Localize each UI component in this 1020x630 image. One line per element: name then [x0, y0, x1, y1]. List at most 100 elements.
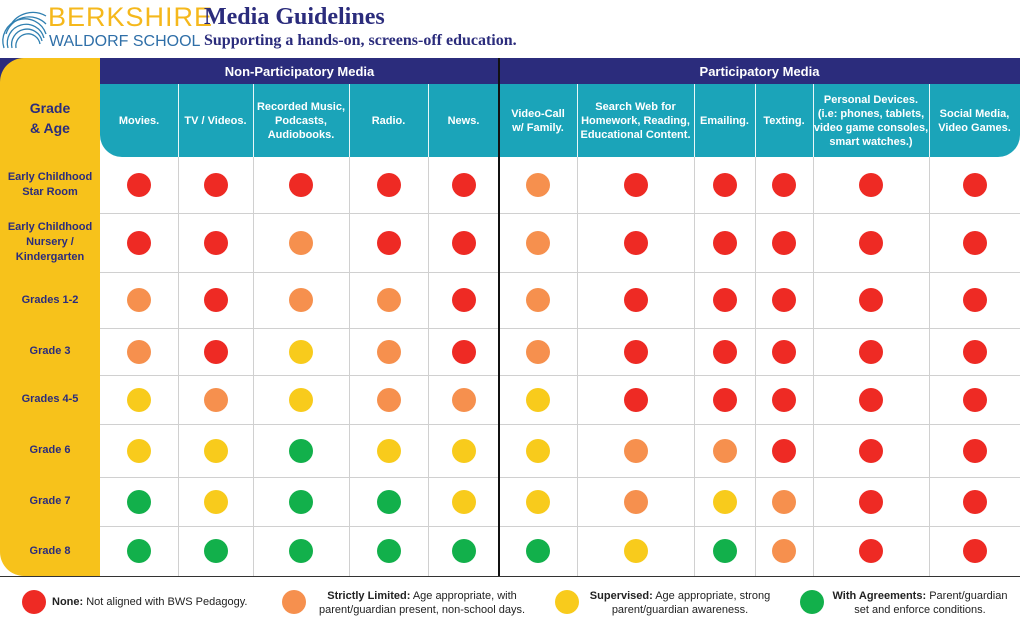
- rating-dot: [962, 173, 987, 197]
- row-label: Grades 1-2: [21, 293, 79, 306]
- rating-dot: [376, 339, 401, 364]
- rating-dot: [962, 230, 987, 255]
- rating-dot: [712, 387, 737, 412]
- rating-dot: [712, 288, 737, 312]
- rating-dot: [203, 288, 228, 312]
- row-line: [100, 526, 1020, 527]
- row-line: [100, 328, 1020, 329]
- rating-dot: [289, 339, 313, 364]
- legend-description: Age appropriate, with parent/guardian pr…: [318, 590, 526, 616]
- rating-dot: [962, 339, 987, 364]
- logo-school: WALDORF SCHOOL: [49, 33, 201, 50]
- header-divider: [755, 84, 756, 157]
- rating-dot: [712, 539, 737, 563]
- header-divider: [813, 84, 814, 157]
- rating-dot: [203, 438, 228, 463]
- header-divider: [577, 84, 578, 157]
- rating-dot: [526, 288, 550, 312]
- col-line: [577, 157, 578, 576]
- rating-dot: [451, 387, 476, 412]
- rating-dot: [772, 230, 796, 255]
- rating-dot: [712, 230, 737, 255]
- rating-dot: [203, 173, 228, 197]
- column-header: Recorded Music, Podcasts, Audiobooks.: [256, 100, 346, 141]
- header-divider: [694, 84, 695, 157]
- grade-column: [0, 58, 100, 576]
- rating-dot: [623, 489, 648, 514]
- rating-dot: [289, 438, 313, 463]
- legend-term: With Agreements:: [832, 590, 927, 602]
- rating-dot: [526, 387, 550, 412]
- rating-dot: [623, 539, 648, 563]
- group-label: Non-Participatory Media: [224, 63, 375, 79]
- row-label: Grade 8: [29, 544, 71, 557]
- col-line: [253, 157, 254, 576]
- rating-dot: [859, 230, 883, 255]
- rating-dot: [203, 539, 228, 563]
- header-divider: [349, 84, 350, 157]
- rating-dot: [451, 173, 476, 197]
- rating-dot: [289, 539, 313, 563]
- rating-dot: [289, 230, 313, 255]
- legend-dot: [282, 590, 306, 614]
- rating-dot: [712, 489, 737, 514]
- rating-dot: [376, 387, 401, 412]
- rating-dot: [772, 339, 796, 364]
- column-header: Movies.: [118, 114, 160, 127]
- rating-dot: [772, 438, 796, 463]
- legend-dot: [22, 590, 46, 614]
- rating-dot: [623, 173, 648, 197]
- rating-dot: [859, 489, 883, 514]
- rating-dot: [526, 173, 550, 197]
- column-header: Emailing.: [700, 114, 749, 127]
- legend-dot: [800, 590, 824, 614]
- group-divider: [498, 58, 500, 576]
- rating-dot: [289, 173, 313, 197]
- row-line: [100, 213, 1020, 214]
- rating-dot: [376, 173, 401, 197]
- row-line: [100, 375, 1020, 376]
- col-line: [178, 157, 179, 576]
- rating-dot: [127, 339, 151, 364]
- rating-dot: [127, 173, 151, 197]
- legend-term: Supervised:: [589, 590, 653, 602]
- rating-dot: [772, 173, 796, 197]
- col-line: [349, 157, 350, 576]
- header-divider: [178, 84, 179, 157]
- rating-dot: [376, 288, 401, 312]
- rating-dot: [451, 539, 476, 563]
- rating-dot: [127, 230, 151, 255]
- rating-dot: [859, 387, 883, 412]
- legend-term: None:: [52, 596, 84, 608]
- rating-dot: [127, 387, 151, 412]
- header-divider: [253, 84, 254, 157]
- rating-dot: [859, 339, 883, 364]
- row-label: Grades 4-5: [21, 393, 79, 405]
- col-line: [694, 157, 695, 576]
- col-line: [813, 157, 814, 576]
- rating-dot: [772, 387, 796, 412]
- row-label: Grade 6: [29, 444, 71, 456]
- rating-dot: [289, 387, 313, 412]
- rating-dot: [526, 230, 550, 255]
- rating-dot: [962, 288, 987, 312]
- rating-dot: [127, 489, 151, 514]
- col-line: [428, 157, 429, 576]
- rating-dot: [127, 539, 151, 563]
- rating-dot: [859, 539, 883, 563]
- rating-dot: [289, 288, 313, 312]
- rating-dot: [623, 339, 648, 364]
- title: Media Guidelines: [204, 4, 385, 30]
- rating-dot: [962, 489, 987, 514]
- legend-text: None: Not aligned with BWS Pedagogy.: [52, 595, 262, 609]
- rating-dot: [203, 339, 228, 364]
- header-divider: [929, 84, 930, 157]
- rating-dot: [376, 438, 401, 463]
- header-divider: [428, 84, 429, 157]
- legend-term: Strictly Limited:: [327, 590, 411, 602]
- column-header: Texting.: [763, 114, 805, 127]
- row-label: Grade 7: [29, 495, 71, 507]
- rating-dot: [712, 438, 737, 463]
- rating-dot: [962, 387, 987, 412]
